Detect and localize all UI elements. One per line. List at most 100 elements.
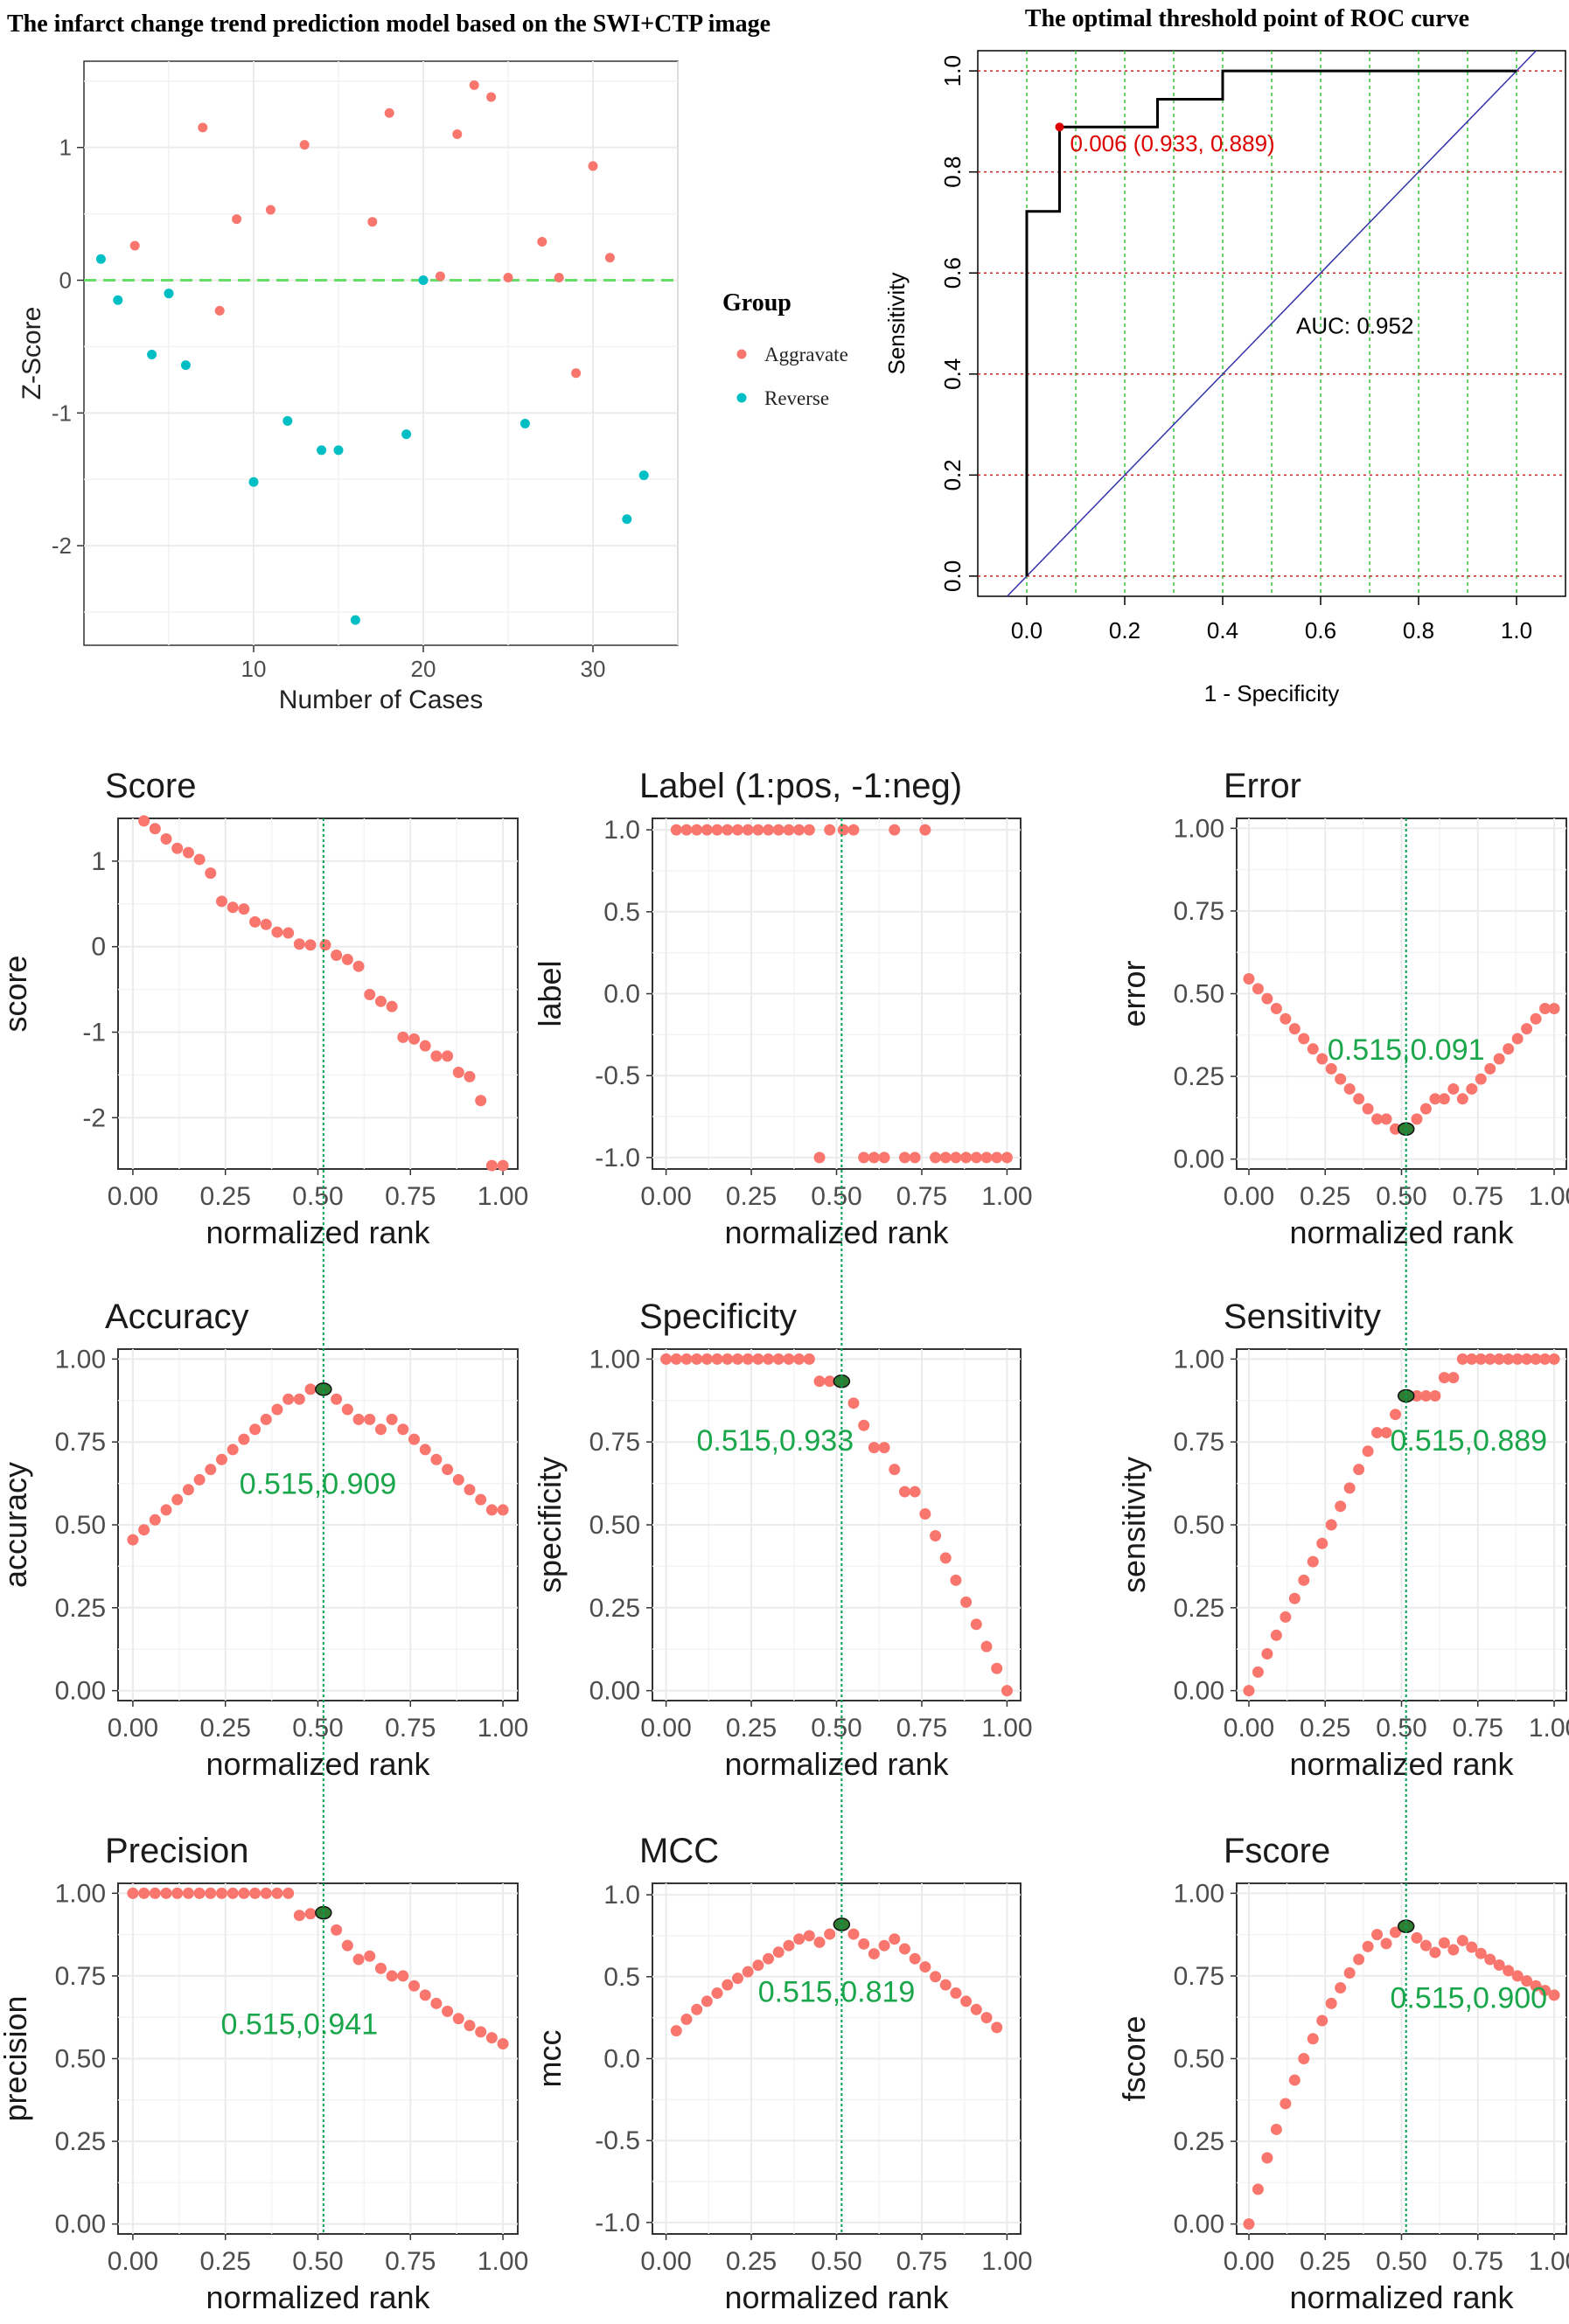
data-point [824,1375,836,1388]
data-point [319,939,331,951]
data-point [660,1353,673,1365]
xtick-label: 0.50 [1376,1182,1426,1211]
data-point [731,1973,743,1985]
zscore-point-aggravate [384,108,394,118]
data-point [898,1943,910,1955]
data-point [1362,1445,1374,1458]
data-point [1298,1574,1310,1586]
data-point [1325,1519,1337,1531]
zscore-point-aggravate [537,236,547,247]
optimal-marker [315,1382,332,1396]
data-point [868,1152,880,1164]
data-point [1280,2098,1292,2110]
panel-title: Error [1224,767,1301,805]
data-point [1390,1409,1402,1421]
data-point [419,1444,431,1456]
data-point [803,1930,815,1942]
data-point [341,953,353,965]
data-point [331,1924,343,1936]
data-point [1307,2033,1319,2045]
data-point [731,1353,743,1365]
data-point [858,1419,870,1431]
data-point [950,1574,962,1586]
ytick-label: 0.0 [603,2045,640,2074]
xtick-label: 0.75 [896,2247,947,2276]
data-point [442,1050,454,1062]
data-point [1353,1953,1365,1966]
data-point [930,1971,942,1983]
data-point [408,1433,421,1445]
optimal-label: 0.515,0.909 [240,1467,397,1500]
data-point [364,988,376,1000]
data-point [1325,1997,1337,2009]
ytick-label: 0.00 [1174,2210,1224,2239]
data-point [1288,1023,1301,1035]
ytick-label: -1 [82,1019,106,1047]
data-point [397,1970,409,1982]
panel-specificity: 0.00 0.25 0.50 0.75 1.00 0.00 0.25 0.50 0.75 1.00… [532,1298,1033,1782]
data-point [919,824,931,836]
zscore-point-aggravate [486,92,497,102]
zscore-xtick-label: 20 [411,656,436,682]
data-point [793,824,805,836]
xtick-label: 1.00 [981,1714,1032,1743]
data-point [293,1910,305,1922]
data-point [1503,1965,1515,1977]
xtick-label: 0.00 [1224,1182,1274,1211]
optimal-label: 0.515,0.889 [1390,1424,1547,1458]
data-point [691,824,703,836]
data-point [909,1486,921,1498]
panel-xlabel: normalized rank [1289,2279,1514,2315]
data-point [889,824,901,836]
data-point [271,1887,283,1899]
ytick-label: 1.00 [589,1345,640,1374]
data-point [878,1152,890,1164]
xtick-label: 0.75 [385,1714,436,1743]
data-point [341,1939,353,1952]
data-point [1466,1941,1478,1953]
data-point [722,824,734,836]
ytick-label: -0.5 [595,1061,640,1090]
data-point [485,1159,498,1172]
data-point [331,1393,343,1405]
data-point [680,824,693,836]
data-point [991,2021,1003,2034]
data-point [858,1152,870,1164]
data-point [452,1473,464,1486]
panel-ylabel: error [1116,960,1152,1026]
panel-title: MCC [639,1832,719,1870]
data-point [419,1040,431,1052]
ytick-label: 0.25 [1174,2127,1224,2156]
panel-title: Specificity [639,1298,797,1336]
data-point [960,1995,973,2007]
ytick-label: 0 [91,933,106,962]
data-point [868,1948,880,1960]
panel-title: Precision [105,1832,249,1870]
zscore-point-reverse [401,429,412,440]
data-point [898,1486,910,1498]
ytick-label: 0.75 [1174,897,1224,926]
data-point [1343,1967,1356,1980]
data-point [282,1393,295,1405]
roc-xlabel: 1 - Specificity [1204,680,1340,706]
roc-xtick-label: 1.0 [1501,617,1532,644]
data-point [793,1353,805,1365]
data-point [1335,1073,1347,1085]
zscore-point-aggravate [588,161,598,171]
xtick-label: 0.50 [292,1182,343,1211]
data-point [950,1987,962,2000]
xtick-label: 0.25 [726,1714,777,1743]
panel-xlabel: normalized rank [724,2279,949,2315]
zscore-point-aggravate [214,305,225,316]
data-point [1343,1482,1356,1494]
roc-ytick-label: 0.0 [939,560,966,592]
data-point [1438,1937,1450,1949]
panel-title: Fscore [1224,1832,1330,1870]
xtick-label: 1.00 [1529,1714,1569,1743]
data-point [1484,1953,1496,1966]
data-point [1411,1931,1423,1944]
data-point [691,2003,703,2015]
data-point [1484,1062,1496,1075]
zscore-point-reverse [95,254,106,264]
data-point [497,1159,509,1172]
